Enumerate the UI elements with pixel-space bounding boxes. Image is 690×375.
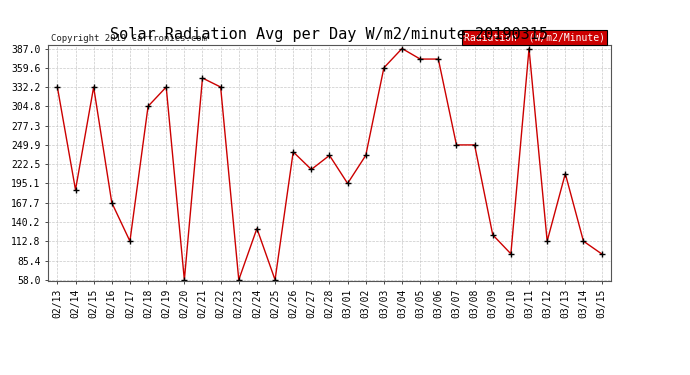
Text: Copyright 2019 Cartronics.com: Copyright 2019 Cartronics.com [51,34,207,43]
Text: Radiation  (W/m2/Minute): Radiation (W/m2/Minute) [464,33,605,43]
Title: Solar Radiation Avg per Day W/m2/minute 20190315: Solar Radiation Avg per Day W/m2/minute … [110,27,549,42]
